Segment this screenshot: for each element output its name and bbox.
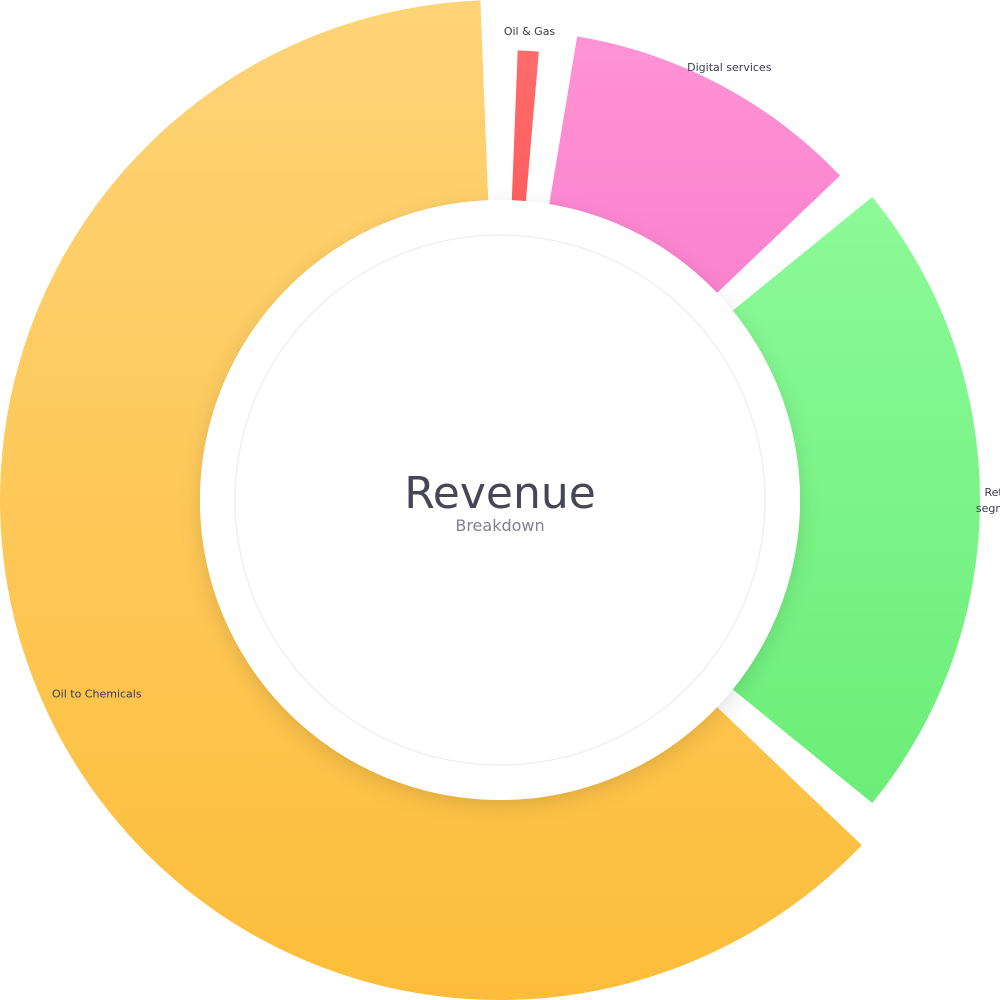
slice-label-retail-segment: Retailsegment <box>976 486 1000 515</box>
slice-label-digital-services: Digital services <box>687 61 772 74</box>
slice-label-oil-to-chemicals: Oil to Chemicals <box>52 687 142 700</box>
chart-subtitle: Breakdown <box>455 516 544 535</box>
slice-oil-to-chemicals[interactable] <box>0 0 862 1000</box>
slice-labels-group: Oil & Gas Digital services Retailsegment Oi… <box>52 25 1000 700</box>
chart-title: Revenue <box>404 468 596 519</box>
slice-retail-segment[interactable] <box>732 196 980 804</box>
slice-label-oil-gas: Oil & Gas <box>504 25 556 38</box>
slice-digital-services[interactable] <box>549 36 841 293</box>
center-hole <box>200 200 800 800</box>
slice-oil-gas[interactable] <box>511 50 539 202</box>
